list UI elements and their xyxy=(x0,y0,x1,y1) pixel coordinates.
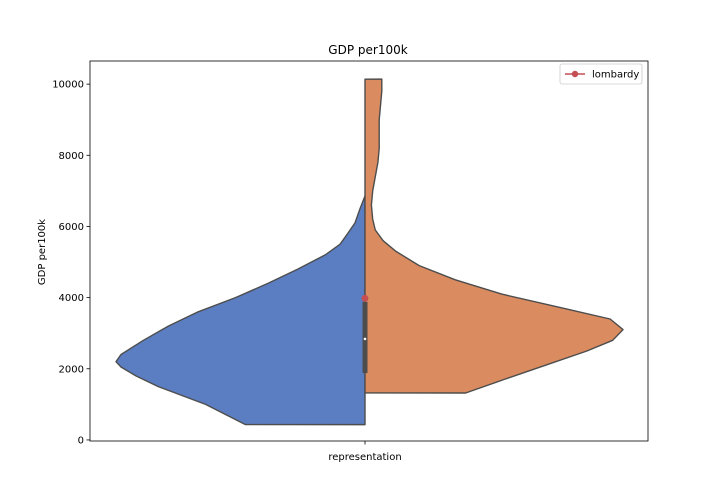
legend-marker-lombardy xyxy=(571,70,579,78)
highlight-point-lombardy xyxy=(361,294,369,302)
y-tick-label: 6000 xyxy=(59,222,84,233)
legend-box xyxy=(559,63,643,85)
legend: lombardy xyxy=(559,63,643,85)
y-tick-label: 2000 xyxy=(59,364,84,375)
y-tick-label: 0 xyxy=(78,435,84,446)
x-axis: representation xyxy=(328,441,402,463)
plot-frame xyxy=(89,60,649,442)
plot-area xyxy=(89,60,649,442)
chart-title: GDP per100k xyxy=(328,43,407,57)
inner-box xyxy=(362,301,368,374)
y-tick-label: 4000 xyxy=(59,293,84,304)
violin-right-half xyxy=(364,78,624,394)
y-axis-label: GDP per100k xyxy=(37,219,48,285)
y-axis: 0 2000 4000 6000 8000 10000 xyxy=(52,80,90,446)
x-tick-label: representation xyxy=(328,452,401,463)
legend-label-lombardy: lombardy xyxy=(592,70,639,81)
y-tick-label: 8000 xyxy=(59,151,84,162)
median-marker xyxy=(363,337,367,341)
violin-left-half xyxy=(115,195,366,426)
y-tick-label: 10000 xyxy=(52,80,84,91)
